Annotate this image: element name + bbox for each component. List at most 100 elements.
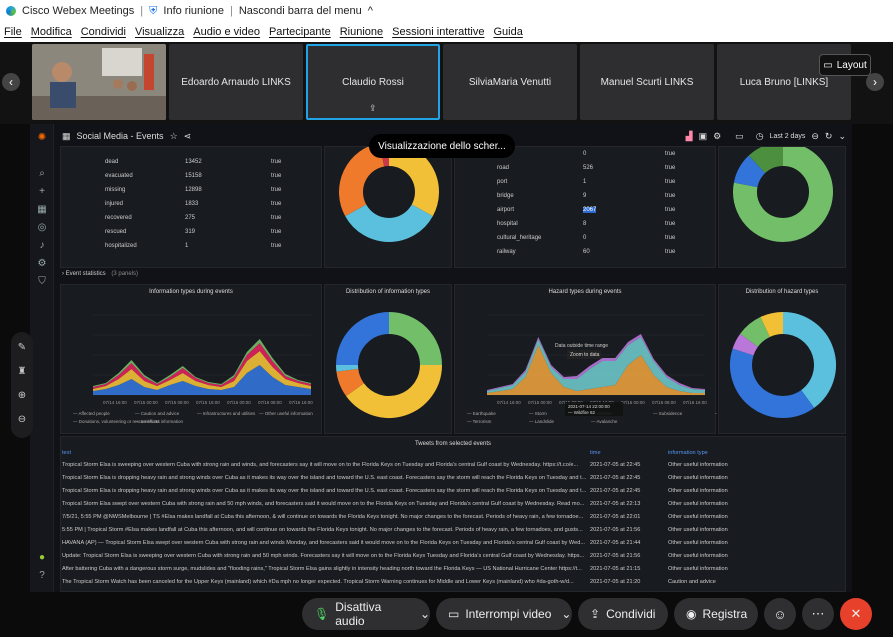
record-button[interactable]: ◉ Registra [674,598,758,630]
area-series[interactable] [93,365,311,395]
column-header[interactable]: information type [668,450,708,456]
tv-mode-icon[interactable]: ▭ [735,130,744,141]
legend-item[interactable]: — Donations, volunteering or rescue effo… [73,419,160,424]
participant-tile[interactable]: SilviaMaria Venutti [443,44,577,120]
settings-icon[interactable]: ⚙ [713,130,722,141]
stop-video-button[interactable]: ▭ Interrompi video ⌄ [436,598,572,630]
zoom-to-data-button[interactable]: Zoom to data [570,352,600,358]
leave-meeting-button[interactable]: ✕ [840,598,872,630]
legend-item[interactable]: — Irrelevant information [135,419,184,424]
search-icon[interactable]: ⌕ [39,168,45,179]
donut-slice[interactable] [336,368,365,397]
legend-item[interactable]: — Terrorism [467,419,492,424]
share-icon[interactable]: ⋖ [183,130,192,141]
legend-item[interactable]: — Earthquake [467,411,496,416]
legend-item[interactable]: — Affected people [73,411,110,416]
donut-slice[interactable] [782,312,836,408]
column-header[interactable]: time [590,450,601,456]
menu-help[interactable]: Guida [493,26,523,38]
more-options-button[interactable]: ⋯ [802,598,834,630]
table-cell: hospitalized [105,243,137,249]
legend-item[interactable]: — Subsidence [653,411,683,416]
tweet-cell: Other useful information [668,527,728,533]
legend-item[interactable]: — Avalanche [591,419,618,424]
table-cell: true [271,215,282,221]
participant-tile[interactable]: Edoardo Arnaudo LINKS [169,44,303,120]
menu-audio-video[interactable]: Audio e video [193,26,260,38]
donut-slice[interactable] [388,312,442,366]
donut-slice[interactable] [748,142,784,174]
explore-icon[interactable]: ◎ [37,222,47,233]
donut-slice[interactable] [740,317,771,348]
legend-item[interactable]: — Storm [529,411,547,416]
legend-item[interactable]: — Landslide [529,419,555,424]
menu-view[interactable]: Visualizza [134,26,185,38]
tweets-panel: Tweets from selected events [60,436,846,592]
layout-button[interactable]: ▭ Layout [819,54,871,76]
column-header[interactable]: text [62,450,72,456]
dashboard-title[interactable]: Social Media - Events [76,131,164,141]
zoom-in-icon[interactable]: ⊕ [17,390,27,401]
scroll-left-button[interactable]: ‹ [2,73,20,91]
scroll-right-button[interactable]: › [866,73,884,91]
donut-slice[interactable] [732,333,759,356]
donut-slice[interactable] [346,364,442,418]
dashboards-icon[interactable]: ▦ [37,204,47,215]
donut-slice[interactable] [345,203,433,242]
participant-tile[interactable]: Manuel Scurti LINKS [580,44,714,120]
share-button[interactable]: ⇪ Condividi [578,598,668,630]
legend-item[interactable]: — Caution and advice [135,411,180,416]
area-series[interactable] [487,345,705,395]
tweet-cell: 2021-07-05 at 21:56 [590,553,641,559]
donut-slice[interactable] [388,142,439,217]
alerting-bell-icon[interactable]: ♪ [39,240,45,251]
plus-icon[interactable]: + [39,186,45,197]
chevron-down-icon[interactable]: ⌄ [419,607,430,621]
donut-slice[interactable] [733,142,833,242]
remote-control-icon[interactable]: ♜ [17,366,27,377]
donut-slice[interactable] [760,312,784,338]
zoom-out-icon[interactable]: ⊖ [811,130,819,141]
star-icon[interactable]: ☆ [169,130,178,141]
menu-meeting[interactable]: Riunione [339,26,384,38]
mute-button[interactable]: 🎙 Disattiva audio ⌄ [302,598,430,630]
chevron-down-icon[interactable]: ⌄ [838,130,846,141]
donut-slice[interactable] [733,155,766,188]
area-series[interactable] [487,334,705,391]
participant-video-self[interactable] [32,44,166,120]
legend-item[interactable]: — Infrastructures and utilities [197,411,256,416]
save-icon[interactable]: ▣ [698,130,708,141]
menu-share[interactable]: Condividi [80,26,126,38]
sharing-banner[interactable]: Visualizzazione dello scher... [369,134,515,158]
meeting-info-button[interactable]: Info riunione [163,5,224,17]
legend-item[interactable]: — Other useful information [259,411,313,416]
grafana-logo-icon[interactable]: ✺ [37,132,47,143]
chevron-down-icon[interactable]: ⌄ [561,607,572,621]
menu-participant[interactable]: Partecipante [268,26,331,38]
help-icon[interactable]: ? [39,570,45,581]
donut-slice[interactable] [336,312,390,366]
user-avatar-icon[interactable]: ● [38,552,46,563]
menu-breakout[interactable]: Sessioni interattive [392,26,485,38]
hide-menu-button[interactable]: Nascondi barra del menu [238,5,362,17]
menu-file[interactable]: File [4,26,22,38]
area-series[interactable] [93,351,311,391]
chevron-up-icon[interactable]: ^ [367,5,373,17]
time-range-picker[interactable]: Last 2 days [769,132,806,140]
legend-item[interactable]: — Temperature anomaly [715,411,765,416]
section-row[interactable]: › Event statistics (3 panels) [62,271,138,277]
donut-slice[interactable] [339,142,385,217]
add-panel-icon[interactable]: ▟ [685,130,693,141]
zoom-out-icon[interactable]: ⊖ [17,414,27,425]
reactions-button[interactable]: ☺ [764,598,796,630]
app-title: Cisco Webex Meetings [22,5,135,17]
participant-tile-active[interactable]: Claudio Rossi ⇪ [306,44,440,120]
x-tick-label: 07/16 16:00 [289,400,313,405]
donut-slice[interactable] [730,348,815,418]
settings-gear-icon[interactable]: ⚙ [37,258,47,269]
refresh-icon[interactable]: ↻ [824,130,833,141]
table-cell: 526 [583,165,594,171]
annotate-icon[interactable]: ✎ [17,342,27,353]
shield-icon[interactable]: ⛉ [38,276,46,287]
menu-edit[interactable]: Modifica [30,26,72,38]
